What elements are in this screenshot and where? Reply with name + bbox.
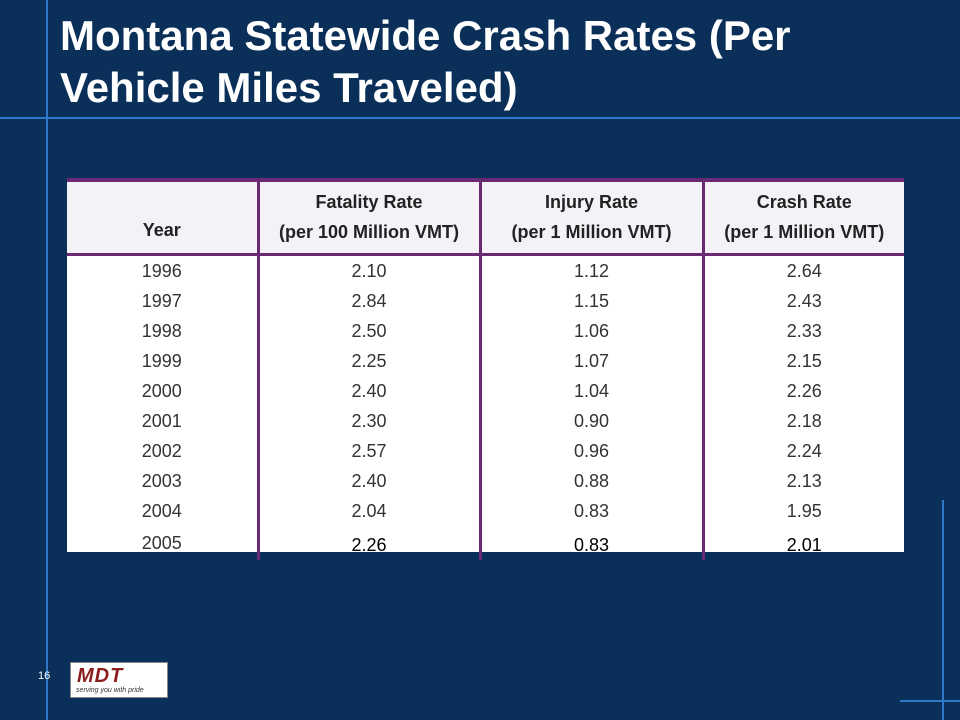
cell-injury: 1.07 xyxy=(478,345,703,376)
table-row: 2002 2.57 0.96 2.24 xyxy=(67,435,904,466)
cell-injury: 1.06 xyxy=(478,315,703,346)
header-unit: (per 100 Million VMT) xyxy=(278,222,460,243)
logo-tagline: serving you with pride xyxy=(76,687,144,694)
data-table: Year Fatality Rate (per 100 Million VMT)… xyxy=(67,178,904,560)
table-row: 1997 2.84 1.15 2.43 xyxy=(67,285,904,316)
header-label: Injury Rate xyxy=(544,192,639,213)
cell-year: 2003 xyxy=(141,470,182,491)
cell-fatality: 2.26 xyxy=(256,525,480,560)
cell-crash: 2.18 xyxy=(701,405,904,436)
cell-fatality: 2.40 xyxy=(256,375,480,406)
table-row: 2001 2.30 0.90 2.18 xyxy=(67,405,904,436)
header-label: Fatality Rate xyxy=(315,192,423,213)
cell-fatality: 2.25 xyxy=(256,345,480,376)
logo-mark: MDT xyxy=(77,665,124,687)
header-year: Year xyxy=(67,178,258,256)
cell-crash: 2.15 xyxy=(701,345,904,376)
cell-injury: 0.83 xyxy=(478,525,703,560)
cell-year: 1998 xyxy=(141,320,182,341)
crash-rates-table: Year Fatality Rate (per 100 Million VMT)… xyxy=(67,178,904,560)
table-row: 1999 2.25 1.07 2.15 xyxy=(67,345,904,376)
cell-fatality: 2.10 xyxy=(256,254,480,286)
cell-crash: 2.24 xyxy=(701,435,904,466)
header-unit: (per 1 Million VMT) xyxy=(724,222,885,243)
cell-year: 1999 xyxy=(141,350,182,371)
cell-year: 1997 xyxy=(141,290,182,311)
top-accent-line xyxy=(0,117,960,119)
cell-fatality: 2.40 xyxy=(256,465,480,496)
cell-fatality: 2.04 xyxy=(256,495,480,526)
cell-crash: 2.26 xyxy=(701,375,904,406)
cell-crash: 2.33 xyxy=(701,315,904,346)
header-unit: (per 1 Million VMT) xyxy=(511,222,672,243)
cell-year: 2001 xyxy=(141,410,182,431)
cell-injury: 0.83 xyxy=(478,495,703,526)
cell-year: 1996 xyxy=(141,260,182,281)
cell-year: 2005 xyxy=(141,532,182,553)
mdt-logo: MDT serving you with pride xyxy=(70,662,168,698)
header-crash-rate: Crash Rate (per 1 Million VMT) xyxy=(701,178,904,256)
header-label: Crash Rate xyxy=(756,192,852,213)
bottom-accent-line xyxy=(900,700,960,702)
cell-crash: 2.43 xyxy=(701,285,904,316)
cell-year: 2000 xyxy=(141,380,182,401)
table-header-row: Year Fatality Rate (per 100 Million VMT)… xyxy=(67,178,904,256)
header-fatality-rate: Fatality Rate (per 100 Million VMT) xyxy=(256,178,480,256)
slide-title: Montana Statewide Crash Rates (Per Vehic… xyxy=(60,12,791,111)
header-year-label: Year xyxy=(142,219,181,240)
header-injury-rate: Injury Rate (per 1 Million VMT) xyxy=(478,178,703,256)
cell-year: 2004 xyxy=(141,500,182,521)
cell-crash: 2.13 xyxy=(701,465,904,496)
cell-injury: 0.90 xyxy=(478,405,703,436)
cell-fatality: 2.50 xyxy=(256,315,480,346)
cell-fatality: 2.84 xyxy=(256,285,480,316)
cell-crash: 1.95 xyxy=(701,495,904,526)
table-row: 2003 2.40 0.88 2.13 xyxy=(67,465,904,496)
cell-fatality: 2.57 xyxy=(256,435,480,466)
right-accent-line xyxy=(942,500,944,720)
cell-year: 2002 xyxy=(141,440,182,461)
cell-injury: 1.04 xyxy=(478,375,703,406)
table-row: 2004 2.04 0.83 1.95 xyxy=(67,495,904,526)
cell-crash: 2.01 xyxy=(701,525,904,560)
cell-injury: 1.15 xyxy=(478,285,703,316)
table-row: 1996 2.10 1.12 2.64 xyxy=(67,254,904,286)
table-row: 2005 2.26 0.83 2.01 xyxy=(67,525,904,560)
left-accent-line xyxy=(46,0,48,720)
cell-injury: 0.96 xyxy=(478,435,703,466)
table-row: 1998 2.50 1.06 2.33 xyxy=(67,315,904,346)
table-row: 2000 2.40 1.04 2.26 xyxy=(67,375,904,406)
page-number: 16 xyxy=(38,670,51,682)
cell-crash: 2.64 xyxy=(701,254,904,286)
cell-injury: 0.88 xyxy=(478,465,703,496)
cell-fatality: 2.30 xyxy=(256,405,480,436)
cell-injury: 1.12 xyxy=(478,254,703,286)
